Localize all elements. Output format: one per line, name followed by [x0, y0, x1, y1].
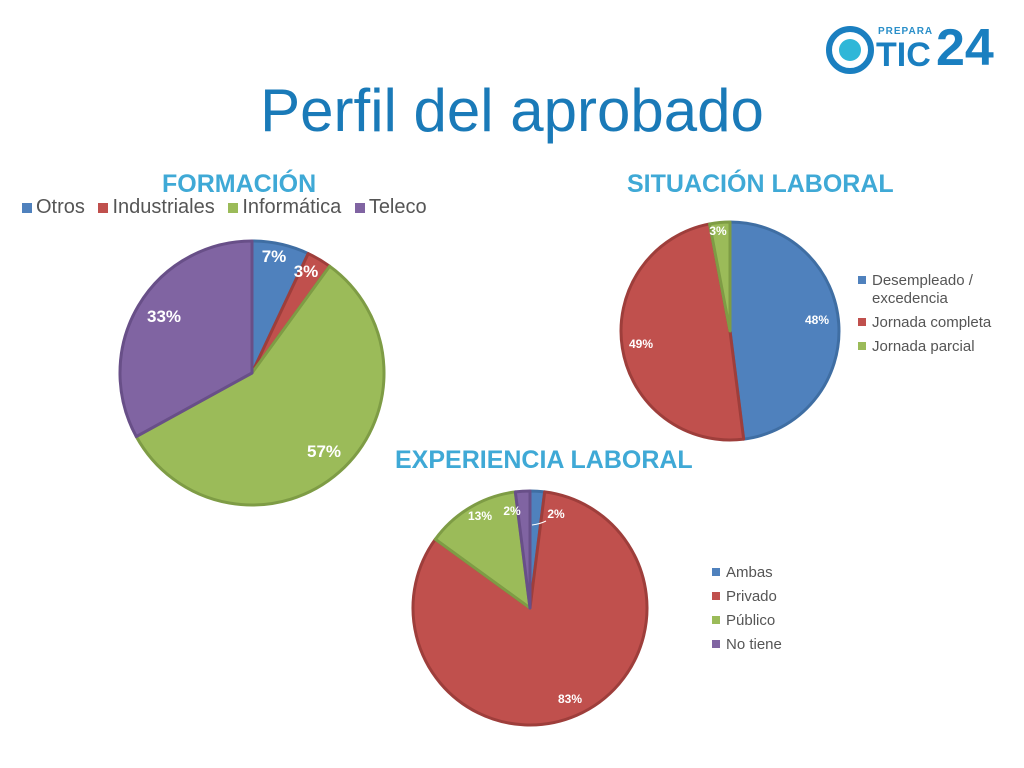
- legend-label: Informática: [242, 196, 342, 218]
- legend-label: Industriales: [112, 196, 215, 218]
- legend-label: Público: [726, 612, 776, 629]
- legend-item-publico: Público: [712, 612, 842, 630]
- legend-label: No tiene: [726, 636, 782, 653]
- legend-swatch: [712, 568, 720, 576]
- legend-label: Jornada parcial: [872, 338, 975, 355]
- legend-item-privado: Privado: [712, 588, 842, 606]
- legend-swatch: [712, 616, 720, 624]
- data-label-publico: 13%: [468, 509, 492, 523]
- legend-label: Desempleado / excedencia: [872, 272, 973, 307]
- legend-swatch: [98, 202, 109, 213]
- data-label-jornada-completa: 49%: [629, 337, 653, 351]
- legend-swatch: [858, 276, 866, 284]
- pie-slice-teleco: [118, 239, 254, 439]
- data-label-desempleado: 48%: [805, 313, 829, 327]
- pie-slice-desempleado: [728, 220, 841, 441]
- page-title: Perfil del aprobado: [260, 77, 764, 144]
- pie-slice-jornada-completa: [619, 222, 746, 442]
- legend-item-teleco: Teleco: [354, 196, 427, 219]
- data-label-ambas: 2%: [547, 507, 565, 521]
- data-label-industriales: 3%: [294, 262, 319, 281]
- chart-formacion-legend: Otros Industriales Informática Teleco: [22, 196, 435, 219]
- chart-experiencia-legend: Ambas Privado Público No tiene: [712, 564, 842, 660]
- logo-circle-icon: [826, 26, 874, 74]
- data-label-privado: 83%: [558, 692, 582, 706]
- data-label-otros: 7%: [262, 247, 287, 266]
- legend-label: Ambas: [726, 564, 773, 581]
- legend-label: Jornada completa: [872, 314, 992, 331]
- legend-label: Teleco: [368, 196, 427, 218]
- legend-swatch: [712, 640, 720, 648]
- legend-item-jornada-parcial: Jornada parcial: [858, 338, 1008, 356]
- chart-formacion-title: FORMACIÓN: [162, 170, 317, 198]
- data-label-informatica: 57%: [307, 442, 341, 461]
- pie-slice-jornada-parcial: [708, 220, 732, 333]
- legend-swatch: [712, 592, 720, 600]
- data-label-jornada-parcial: 3%: [709, 224, 727, 238]
- legend-item-informatica: Informática: [228, 196, 341, 219]
- legend-label: Privado: [726, 588, 777, 605]
- pie-slice-informatica: [134, 264, 386, 507]
- logo-number-text: 24: [936, 19, 994, 77]
- data-label-teleco: 33%: [147, 307, 181, 326]
- legend-swatch: [22, 202, 32, 213]
- legend-item-desempleado: Desempleado / excedencia: [858, 272, 1008, 308]
- logo-tic-text: TIC: [876, 36, 931, 74]
- pie-slice-no-tiene: [513, 489, 532, 610]
- legend-swatch: [858, 342, 866, 350]
- legend-item-ambas: Ambas: [712, 564, 842, 582]
- legend-item-jornada-completa: Jornada completa: [858, 314, 1008, 332]
- legend-label: Otros: [36, 196, 85, 218]
- legend-swatch: [858, 318, 866, 326]
- chart-situacion-legend: Desempleado / excedencia Jornada complet…: [858, 272, 1008, 362]
- logo: PREPARA TIC 24: [826, 18, 1006, 80]
- logo-prepara-text: PREPARA: [878, 26, 934, 37]
- legend-item-otros: Otros: [22, 196, 85, 219]
- legend-swatch: [228, 202, 239, 213]
- chart-experiencia-title: EXPERIENCIA LABORAL: [395, 446, 693, 474]
- legend-item-no-tiene: No tiene: [712, 636, 842, 654]
- legend-item-industriales: Industriales: [98, 196, 215, 219]
- legend-swatch: [354, 202, 365, 213]
- chart-situacion-title: SITUACIÓN LABORAL: [627, 170, 894, 198]
- leader-line: [531, 520, 547, 526]
- pie-slice-publico: [433, 490, 532, 610]
- data-label-no-tiene: 2%: [503, 504, 521, 518]
